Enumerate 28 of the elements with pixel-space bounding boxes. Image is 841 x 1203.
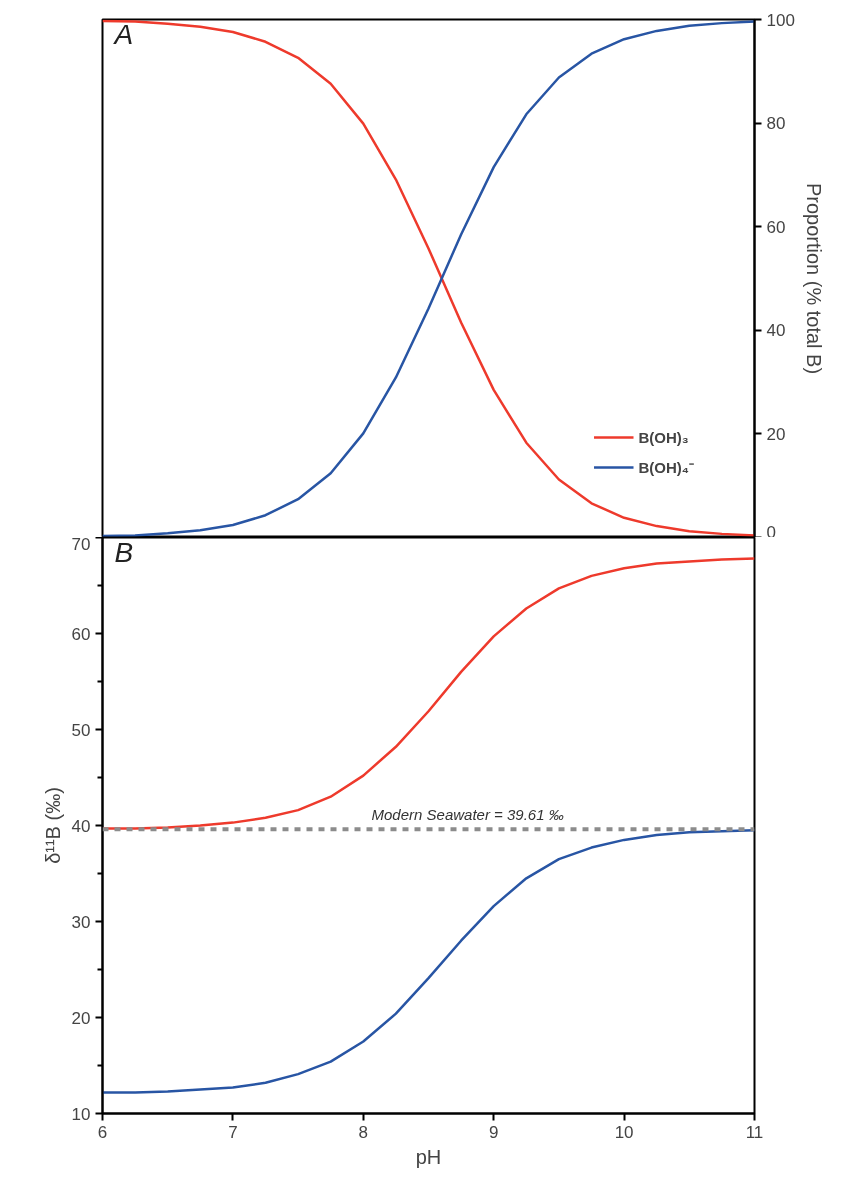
y-tick-label: 0 (766, 522, 776, 542)
y-tick-label: 20 (71, 1008, 91, 1028)
line-series (102, 829, 755, 1094)
y-tick-label: 60 (71, 624, 91, 644)
x-tick-label: 11 (745, 1122, 764, 1142)
y-tick-label: 40 (71, 816, 91, 836)
x-tick-label: 6 (97, 1122, 108, 1142)
y-tick-label: 40 (766, 321, 786, 341)
legend-label: B(OH)₄⁻ (638, 458, 694, 477)
y-tick-label: 50 (71, 720, 91, 740)
y-tick-label: 100 (766, 10, 795, 30)
x-tick-label: 9 (488, 1122, 499, 1142)
y-axis-title: Proportion (% total B) (802, 182, 825, 375)
x-tick-label: 8 (358, 1122, 369, 1142)
y-tick-label: 80 (766, 114, 786, 134)
y-tick-label: 70 (71, 534, 91, 554)
annotation: B (114, 536, 134, 568)
y-tick-label: 30 (71, 912, 91, 932)
y-tick-label: 10 (71, 1104, 91, 1124)
annotation: A (112, 18, 134, 50)
x-tick-label: 10 (614, 1122, 634, 1142)
x-axis-title: pH (415, 1145, 442, 1168)
y-tick-label: 60 (766, 217, 786, 237)
legend-label: B(OH)₃ (638, 428, 689, 446)
y-axis-title: δ¹¹B (‰) (41, 787, 64, 864)
ref-line-label: Modern Seawater = 39.61 ‰ (371, 806, 564, 824)
y-tick-label: 20 (766, 424, 786, 444)
x-tick-label: 7 (228, 1122, 238, 1142)
